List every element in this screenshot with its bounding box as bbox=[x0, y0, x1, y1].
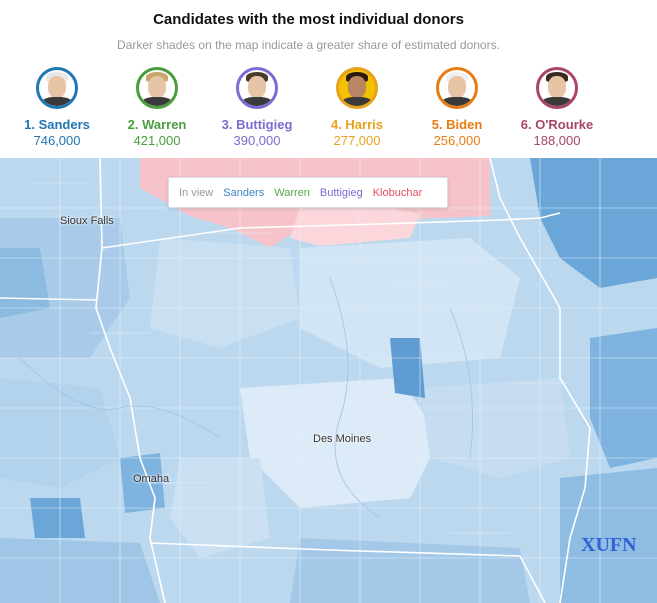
rivers bbox=[19, 277, 473, 519]
map-area bbox=[240, 378, 440, 508]
klobuchar-region-light bbox=[290, 206, 420, 246]
candidate-count: 390,000 bbox=[233, 133, 281, 148]
donor-map[interactable] bbox=[0, 158, 657, 603]
candidate-count: 256,000 bbox=[433, 133, 481, 148]
legend-item-warren[interactable]: Warren bbox=[274, 186, 310, 199]
legend-label: In view bbox=[179, 186, 214, 199]
map-area-dark bbox=[30, 498, 85, 538]
avatar bbox=[336, 67, 378, 109]
avatar bbox=[436, 67, 478, 109]
state-borders bbox=[0, 158, 591, 603]
candidate-sanders: 1. Sanders 746,000 bbox=[2, 67, 112, 148]
map-legend: In view Sanders Warren Buttigieg Klobuch… bbox=[168, 177, 448, 208]
candidate-count: 188,000 bbox=[533, 133, 581, 148]
map-area-dark bbox=[120, 453, 165, 513]
map-area bbox=[300, 238, 520, 368]
map-area bbox=[420, 378, 570, 478]
city-label-omaha: Omaha bbox=[133, 473, 170, 485]
candidate-orourke: 6. O'Rourke 188,000 bbox=[502, 67, 612, 148]
avatar bbox=[136, 67, 178, 109]
candidate-count: 746,000 bbox=[33, 133, 81, 148]
avatar bbox=[536, 67, 578, 109]
legend-item-klobuchar[interactable]: Klobuchar bbox=[372, 186, 423, 199]
candidate-buttigieg: 3. Buttigieg 390,000 bbox=[202, 67, 312, 148]
chart-title: Candidates with the most individual dono… bbox=[153, 11, 464, 28]
legend-item-buttigieg[interactable]: Buttigieg bbox=[319, 186, 363, 199]
candidate-name: 1. Sanders bbox=[24, 117, 90, 132]
header: Candidates with the most individual dono… bbox=[0, 0, 657, 158]
map-area-dark bbox=[590, 328, 657, 468]
legend-item-sanders[interactable]: Sanders bbox=[223, 186, 265, 199]
candidate-name: 3. Buttigieg bbox=[221, 117, 293, 132]
map-area bbox=[0, 538, 160, 603]
candidate-count: 277,000 bbox=[333, 133, 381, 148]
avatar bbox=[236, 67, 278, 109]
map-area-dark bbox=[390, 338, 425, 398]
map-area-dark bbox=[0, 248, 50, 318]
candidate-biden: 5. Biden 256,000 bbox=[402, 67, 512, 148]
candidate-harris: 4. Harris 277,000 bbox=[302, 67, 412, 148]
county-lines bbox=[0, 158, 657, 603]
map-area bbox=[290, 538, 530, 603]
avatar bbox=[36, 67, 78, 109]
chart-subtitle: Darker shades on the map indicate a grea… bbox=[117, 38, 500, 52]
candidate-name: 2. Warren bbox=[127, 117, 187, 132]
candidate-name: 4. Harris bbox=[330, 117, 384, 132]
candidate-name: 5. Biden bbox=[431, 117, 483, 132]
candidate-count: 421,000 bbox=[133, 133, 181, 148]
map-area-dark bbox=[560, 468, 657, 603]
candidate-warren: 2. Warren 421,000 bbox=[102, 67, 212, 148]
city-label-des-moines: Des Moines bbox=[313, 433, 372, 445]
city-label-sioux-falls: Sioux Falls bbox=[60, 215, 114, 227]
candidate-name: 6. O'Rourke bbox=[520, 117, 594, 132]
map-area bbox=[150, 238, 300, 348]
map-area-dark bbox=[530, 158, 657, 288]
watermark: XUFN bbox=[581, 534, 637, 556]
